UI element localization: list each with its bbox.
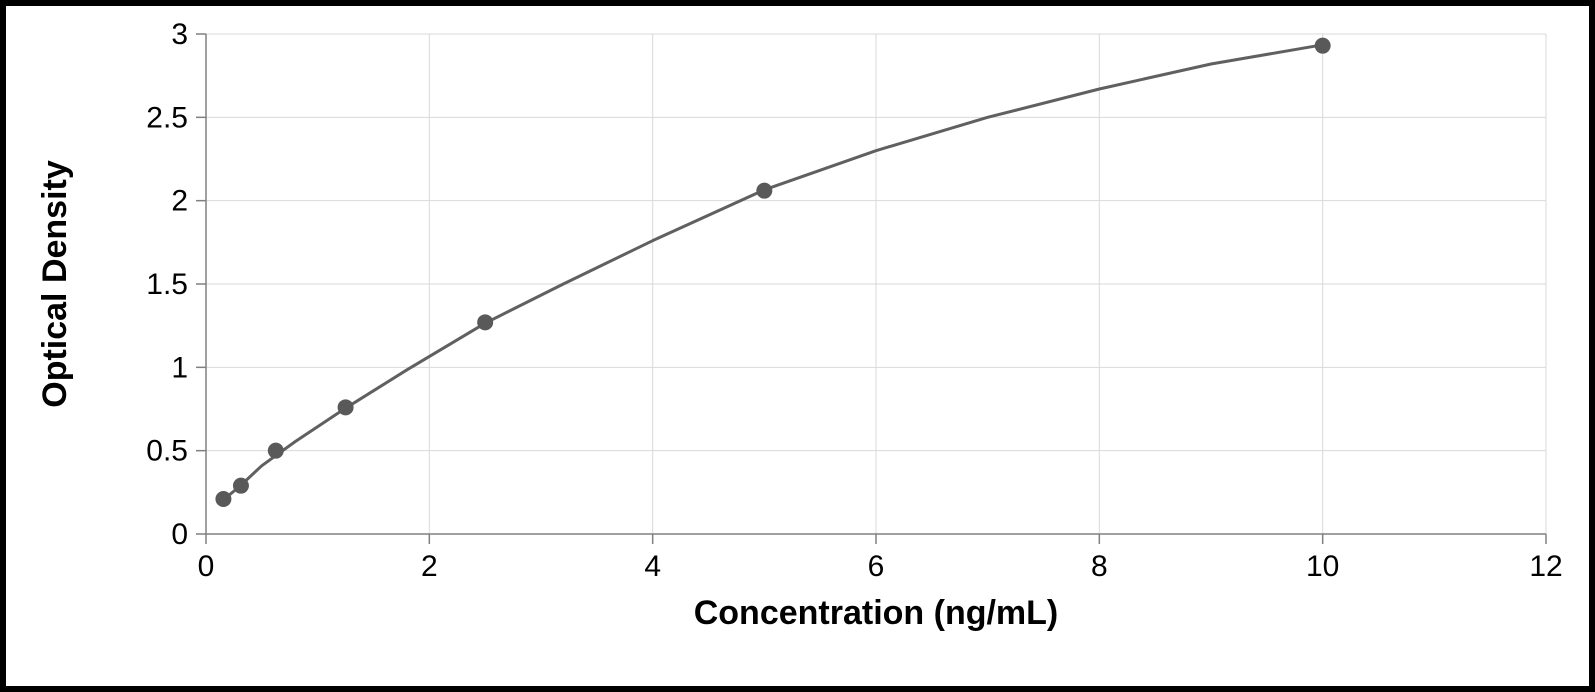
y-tick-label: 0 [171,518,188,551]
x-tick-label: 6 [868,550,885,583]
data-point [338,399,354,415]
data-point [215,491,231,507]
data-point [268,443,284,459]
y-axis-label: Optical Density [36,160,74,408]
data-point [477,314,493,330]
y-tick-label: 3 [171,18,188,51]
x-tick-label: 4 [644,550,661,583]
x-tick-label: 2 [421,550,438,583]
x-tick-label: 8 [1091,550,1108,583]
chart-container: 0 2 4 6 8 10 12 0 0.5 1 1.5 2 2.5 3 Concentration (ng/… [6,6,1589,686]
data-point [1315,38,1331,54]
y-tick-label: 1 [171,351,188,384]
chart-svg: 0 2 4 6 8 10 12 0 0.5 1 1.5 2 2.5 3 Concentration (ng/… [6,6,1589,686]
y-tick-label: 1.5 [146,268,188,301]
x-axis-label: Concentration (ng/mL) [694,594,1059,632]
y-tick-label: 0.5 [146,435,188,468]
data-point [233,478,249,494]
y-tick-label: 2 [171,185,188,218]
x-tick-label: 0 [198,550,215,583]
chart-frame: 0 2 4 6 8 10 12 0 0.5 1 1.5 2 2.5 3 Concentration (ng/… [0,0,1595,692]
data-point [756,183,772,199]
x-tick-label: 12 [1529,550,1562,583]
x-tick-label: 10 [1306,550,1339,583]
y-tick-label: 2.5 [146,101,188,134]
